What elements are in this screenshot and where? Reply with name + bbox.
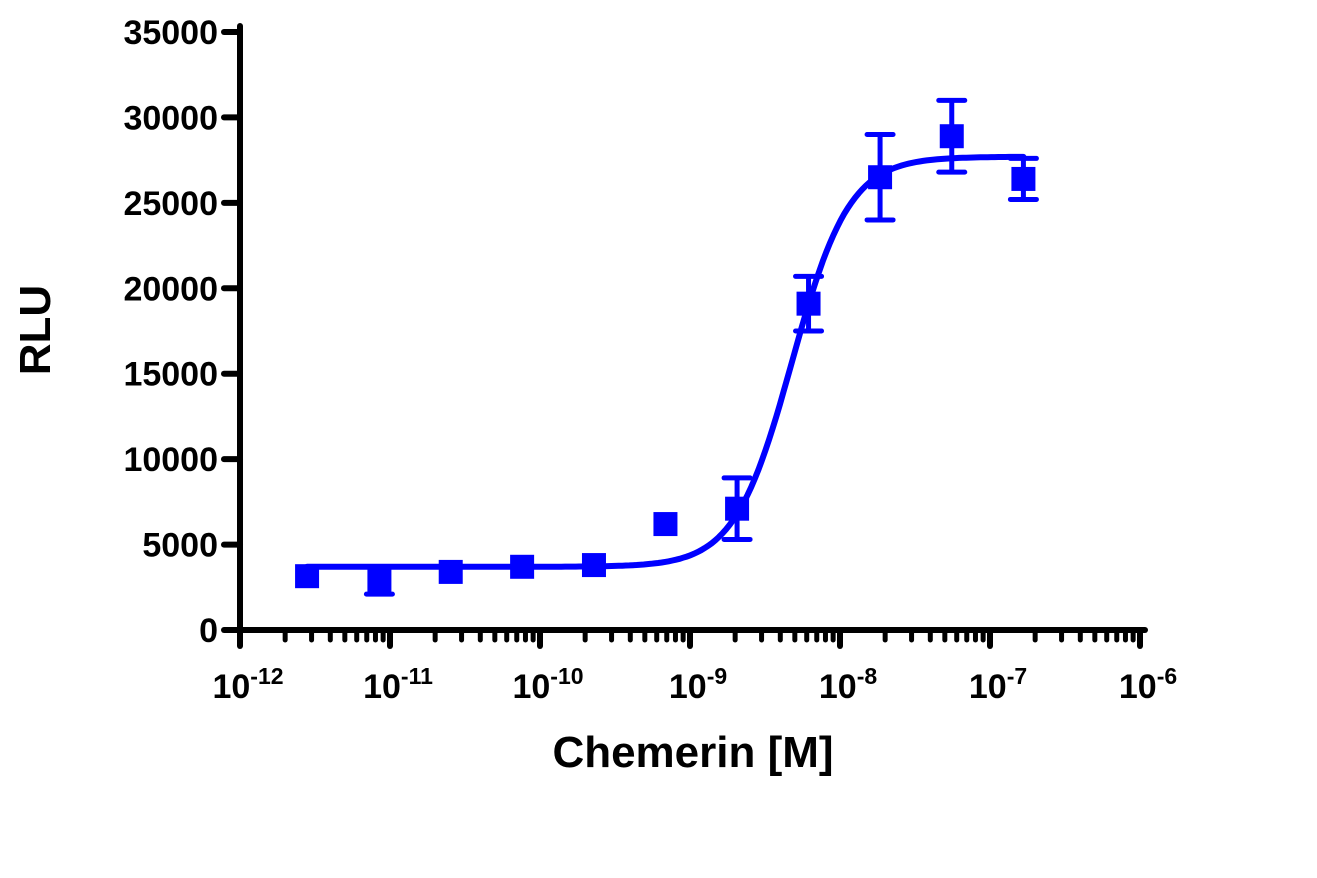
y-tick-label: 20000: [123, 270, 218, 308]
data-point: [581, 553, 606, 578]
x-tick-label: 10-12: [212, 663, 283, 706]
data-point: [653, 512, 678, 537]
y-axis-ticks: 0 5000 10000 15000 20000 25000 30000 35000: [123, 14, 243, 650]
data-point: [510, 554, 535, 579]
fit-curve: [304, 153, 1027, 570]
y-tick-label: 15000: [123, 356, 218, 394]
x-tick-label: 10-9: [669, 663, 727, 706]
x-axis-title: Chemerin [M]: [552, 728, 833, 777]
data-point: [367, 568, 392, 593]
data-point: [796, 291, 821, 316]
data-point: [1011, 166, 1036, 191]
y-tick-label: 35000: [123, 14, 218, 52]
x-axis-ticks: 10-12 10-11 10-10 10-9 10-8 10-7 10-6: [212, 627, 1177, 706]
y-tick-label: 0: [199, 612, 218, 650]
x-tick-label: 10-10: [512, 663, 583, 706]
axes: [234, 23, 1148, 636]
data-point: [725, 496, 750, 521]
y-tick-label: 25000: [123, 185, 218, 223]
data-points: [295, 97, 1039, 597]
data-point: [438, 559, 463, 584]
y-tick-label: 10000: [123, 441, 218, 479]
x-tick-label: 10-8: [819, 663, 877, 706]
x-tick-label: 10-11: [363, 663, 433, 706]
y-tick-label: 30000: [123, 99, 218, 137]
data-point: [295, 564, 320, 589]
x-tick-label: 10-7: [969, 663, 1027, 706]
data-point: [939, 124, 964, 149]
y-tick-label: 5000: [142, 527, 218, 565]
y-axis-title: RLU: [11, 285, 60, 375]
data-point: [868, 165, 893, 190]
x-tick-label: 10-6: [1119, 663, 1177, 706]
